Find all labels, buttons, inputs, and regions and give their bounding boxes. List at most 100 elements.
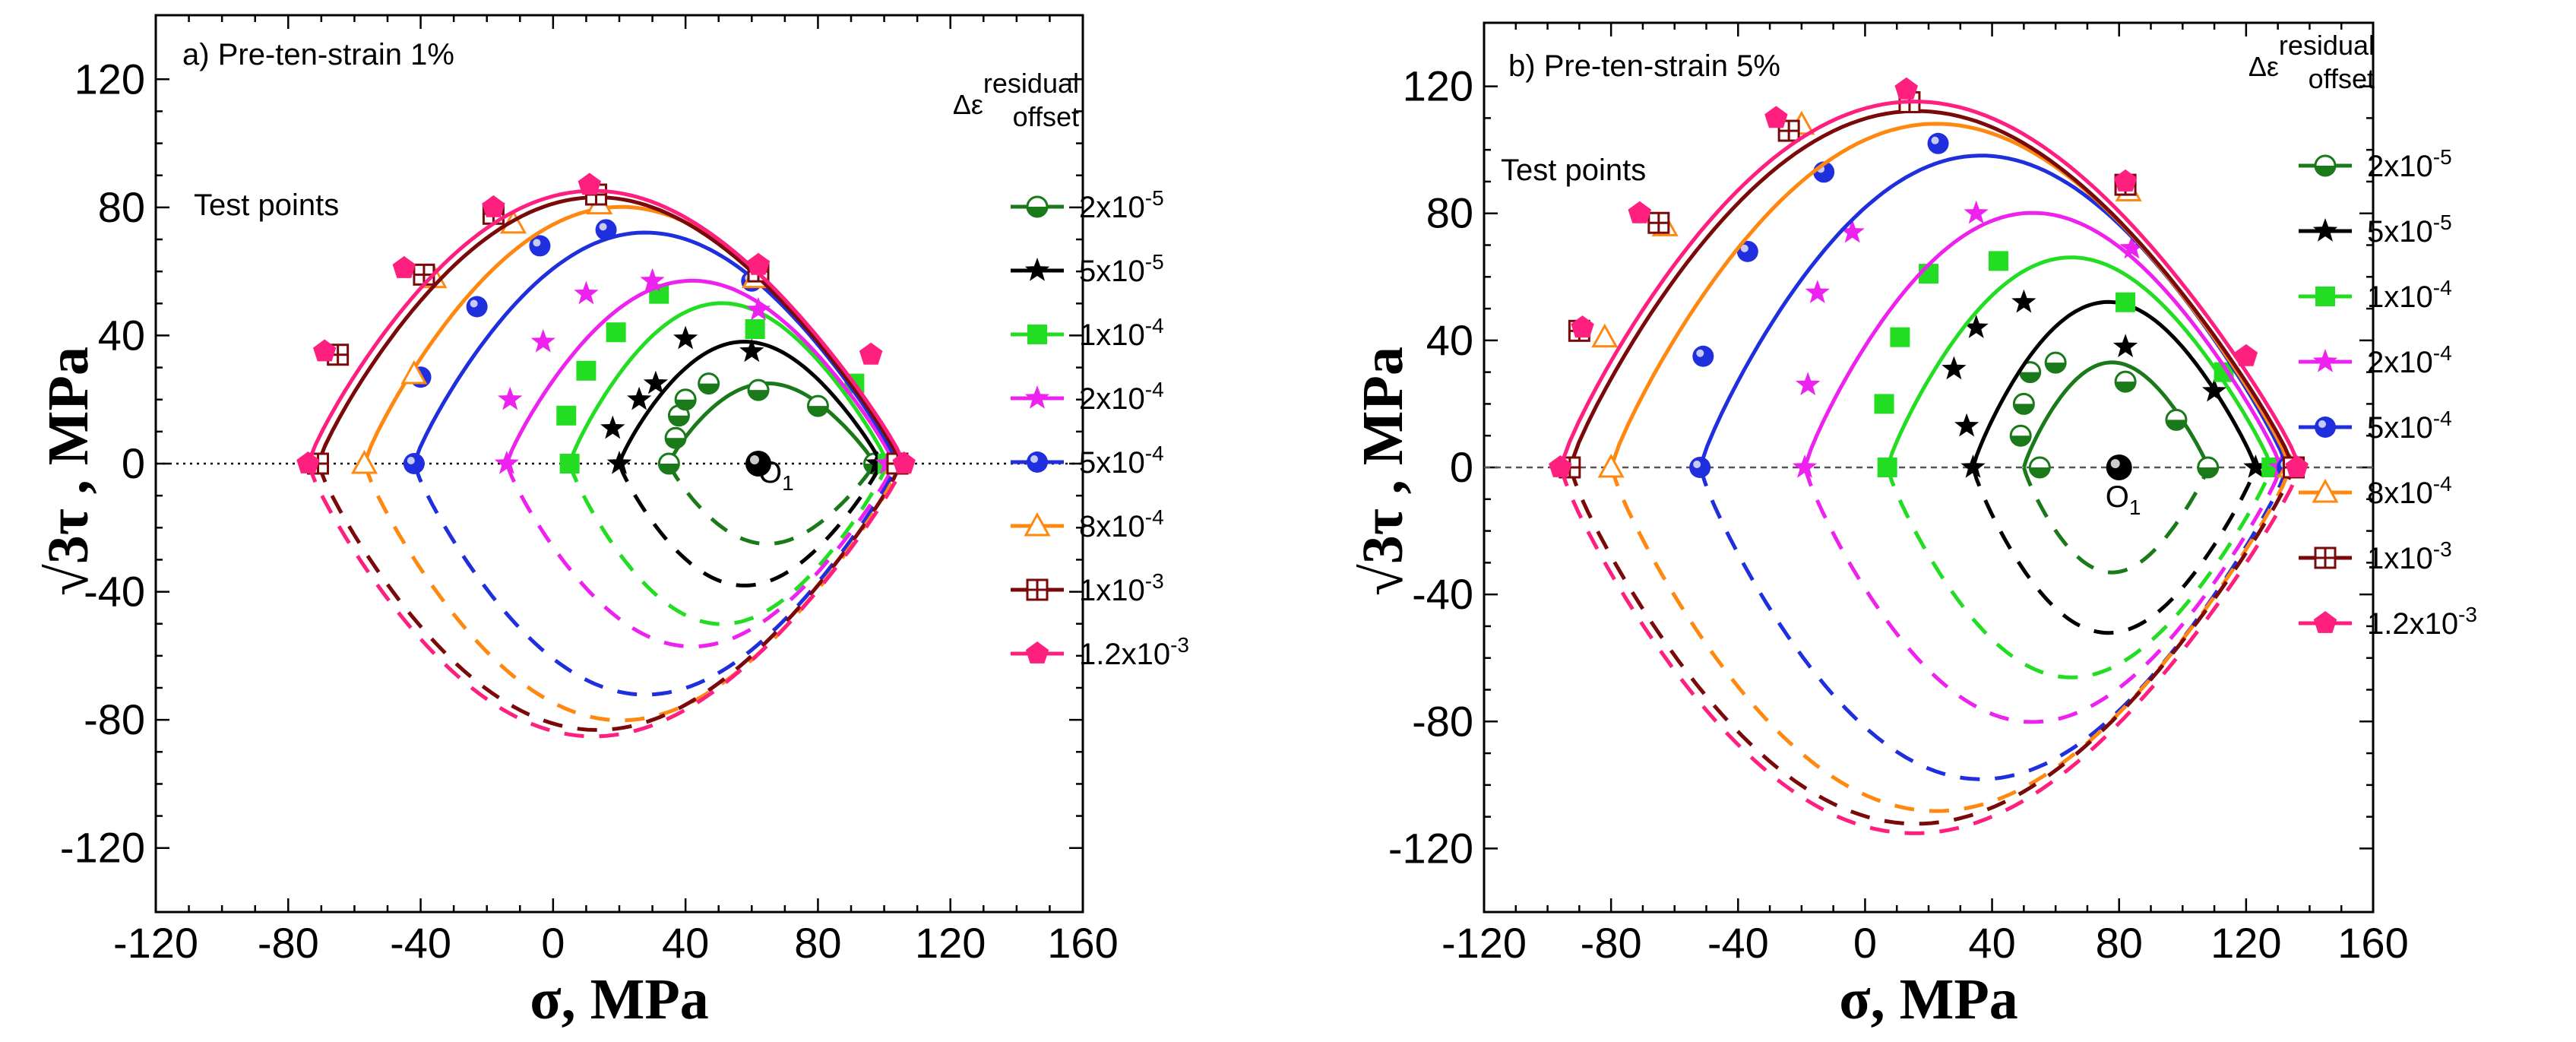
x-tick-label: -80 [258, 919, 319, 967]
y-axis-label: √3τ , MPa [1351, 347, 1415, 596]
legend-entry: 2x10-4 [2299, 341, 2452, 379]
series-line-upper [1609, 122, 2293, 468]
origin-label: O1 [2106, 480, 2141, 519]
data-point [576, 360, 597, 381]
data-point [1927, 132, 1949, 154]
x-tick-label: 120 [2210, 919, 2281, 967]
y-tick-label: -40 [1412, 570, 1473, 618]
series-line-lower [1885, 467, 2274, 679]
data-point [859, 342, 883, 365]
legend-marker [2315, 416, 2336, 438]
x-tick-label: -120 [1441, 919, 1527, 967]
data-point [746, 252, 771, 275]
data-point [643, 370, 669, 394]
data-point [1954, 413, 1979, 437]
data-point [1692, 345, 1714, 367]
data-point [296, 451, 320, 473]
y-axis-label: √3τ , MPa [36, 347, 100, 596]
legend-entry: 1.2x10-3 [1011, 633, 1189, 671]
y-tick-label: 80 [1426, 189, 1473, 237]
legend-label: 5x10-5 [1079, 250, 1164, 288]
origin-label: O1 [758, 456, 794, 495]
legend-label: 5x10-5 [2367, 211, 2452, 249]
x-tick-label: 80 [2096, 919, 2143, 967]
data-point [657, 452, 680, 475]
data-point [1964, 315, 1989, 338]
legend-title: Δεresidual [2248, 30, 2375, 82]
legend-marker [2314, 546, 2337, 569]
data-point [1764, 106, 1788, 128]
data-point [600, 415, 625, 439]
data-point [865, 451, 890, 474]
data-point [578, 173, 601, 195]
data-point [2285, 455, 2309, 477]
data-point [2114, 370, 2137, 393]
legend-title: Δεresidual [953, 68, 1079, 120]
series-line-lower [1558, 467, 2302, 835]
series-2x10-5 [2009, 351, 2220, 575]
y-tick-label: -120 [60, 824, 145, 872]
series-1x10-4 [556, 283, 897, 626]
data-point [1890, 327, 1910, 347]
legend-label: 2x10-4 [2367, 341, 2452, 379]
legend-marker [1026, 195, 1049, 218]
series-line-upper [505, 278, 896, 465]
x-tick-label: 160 [1047, 919, 1118, 967]
data-point [350, 449, 378, 474]
data-point [892, 451, 916, 473]
panel-a: -120 -80 -40 0 40 80 120 160 120 80 40 0 -40 -80 -120 2… [36, 14, 1189, 1031]
series-line-lower [362, 462, 903, 723]
data-point [494, 451, 519, 474]
data-point [2113, 169, 2138, 192]
legend-label: 1.2x10-3 [1079, 633, 1189, 671]
x-tick-label: -80 [1581, 919, 1642, 967]
data-point [2011, 289, 2036, 313]
series-line-lower [306, 462, 906, 739]
data-point [606, 322, 626, 343]
data-point [640, 268, 665, 292]
legend-label: 8x10-4 [2367, 472, 2452, 510]
legend-marker [1024, 385, 1050, 409]
y-tick-label: 0 [122, 439, 145, 487]
y-tick-label: -120 [1388, 824, 1473, 872]
series-line-upper [667, 381, 876, 465]
data-point [667, 404, 690, 427]
data-point [1960, 454, 1986, 478]
x-tick-label: 120 [915, 919, 986, 967]
data-point [664, 426, 687, 449]
x-tick-label: 0 [541, 919, 565, 967]
series-2x10-4 [494, 268, 900, 649]
series-line-upper [316, 195, 903, 465]
y-tick-label: -40 [84, 568, 145, 616]
y-tick-label: 40 [98, 311, 145, 359]
data-point [559, 454, 580, 473]
legend-entry: 8x10-4 [2299, 472, 2452, 510]
series-line-upper [1885, 255, 2274, 468]
x-tick-label: -40 [390, 919, 451, 967]
axis-ticks [1483, 23, 2375, 912]
series-line-lower [505, 462, 896, 649]
data-point [1874, 394, 1894, 414]
legend-label: 1.2x10-3 [2367, 603, 2477, 641]
series-line-upper [1568, 109, 2296, 469]
panel-title: b) Pre-ten-strain 5% [1508, 49, 1780, 83]
data-point [1988, 251, 2008, 271]
data-point [1591, 323, 1619, 348]
data-point [1877, 458, 1897, 477]
data-point [313, 339, 337, 362]
legend-entry: 8x10-4 [1011, 505, 1164, 543]
data-point [413, 263, 435, 286]
series-1x10-3 [1559, 90, 2305, 826]
data-point [2165, 408, 2188, 431]
annotation-test-points: Test points [194, 188, 339, 222]
series-line-lower [617, 462, 883, 588]
y-tick-label: -80 [1412, 697, 1473, 745]
legend-marker [1027, 451, 1048, 473]
data-point [2028, 456, 2051, 479]
data-point [2044, 351, 2067, 374]
series-line-lower [1802, 467, 2283, 724]
data-point [2234, 344, 2258, 366]
legend-marker [2312, 478, 2339, 503]
series-line-upper [362, 204, 903, 465]
